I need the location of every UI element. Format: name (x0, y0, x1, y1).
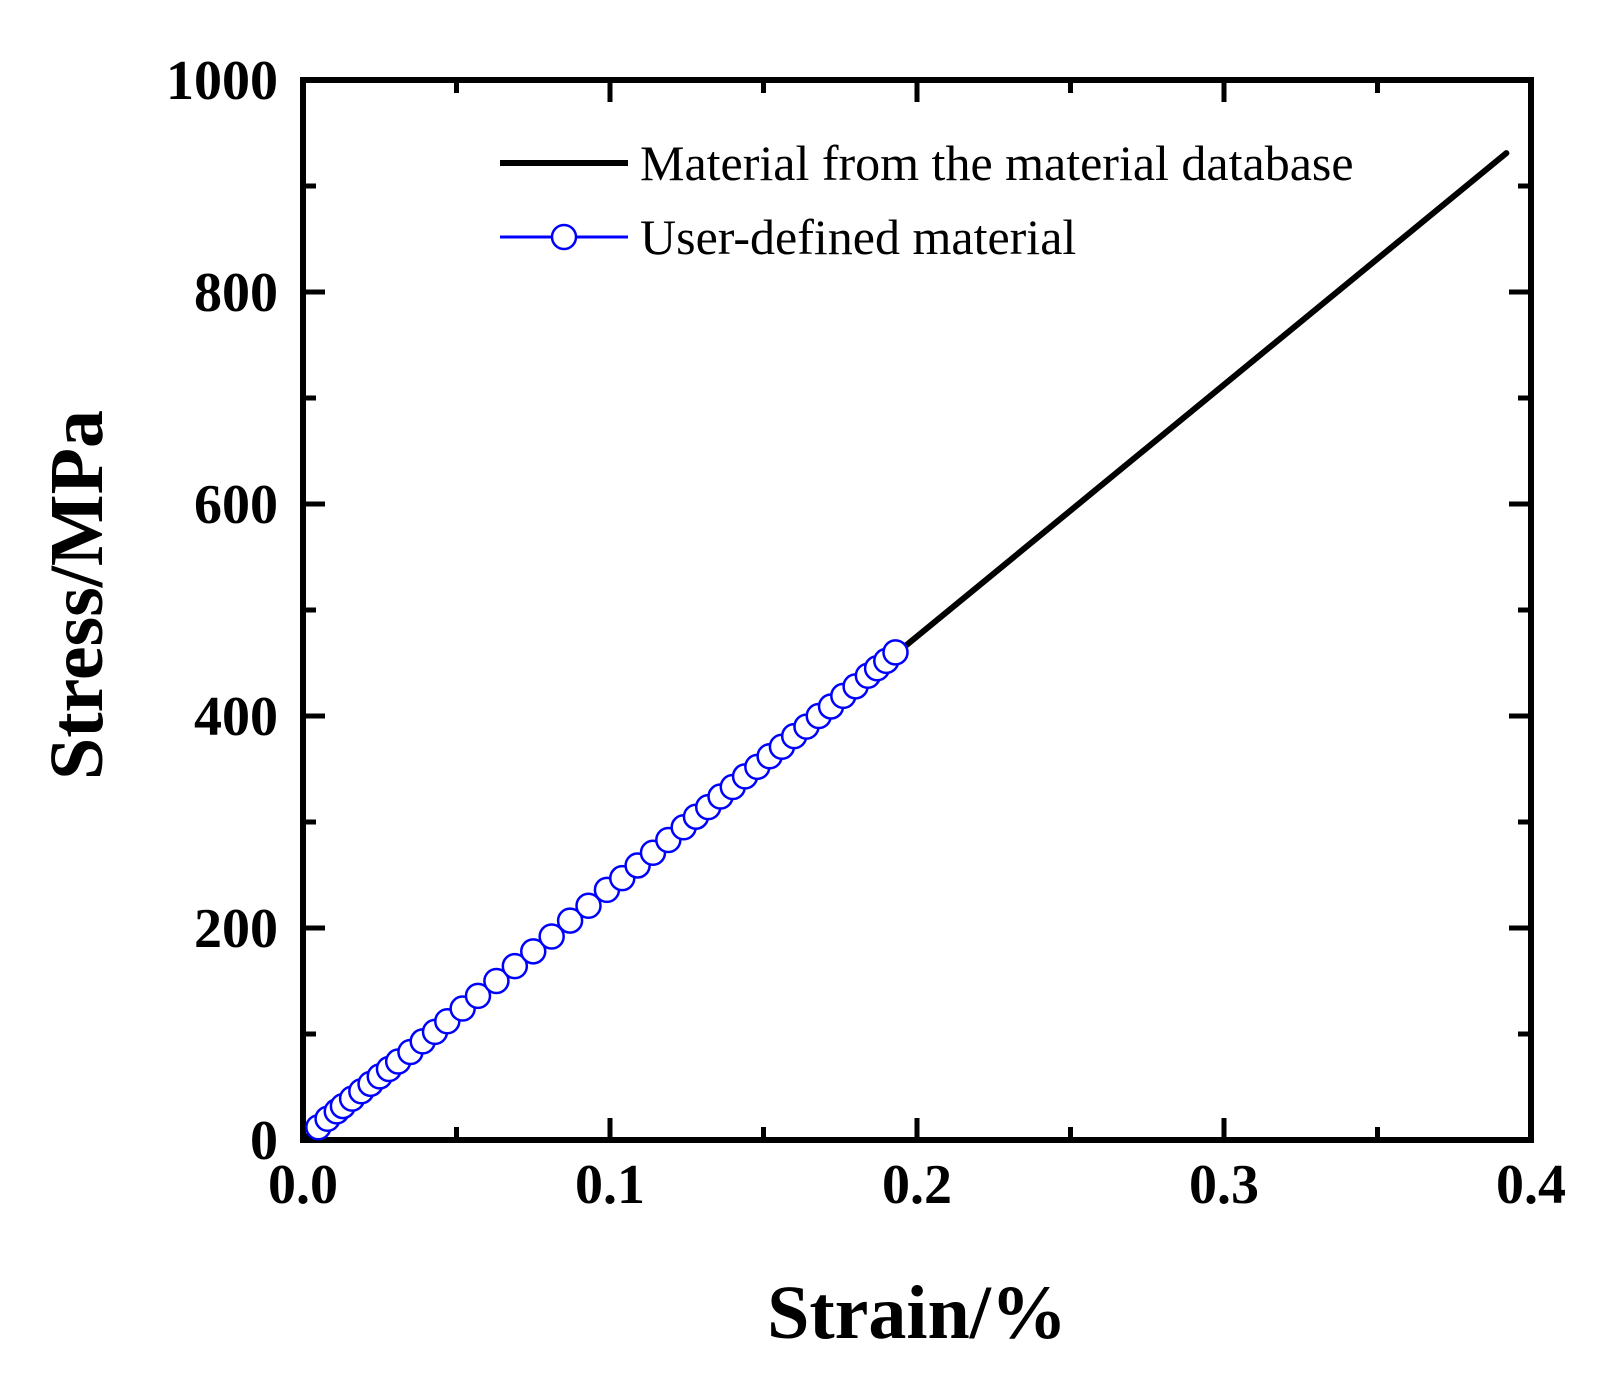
data-point (882, 639, 909, 666)
x-axis-title: Strain/% (767, 1271, 1067, 1355)
data-point (520, 938, 547, 965)
data-point (556, 907, 584, 934)
y-axis-title: Stress/MPa (35, 410, 119, 780)
x-tick-label: 0.1 (575, 1154, 645, 1216)
x-tick-label: 0.3 (1189, 1154, 1259, 1216)
legend: Material from the material database User… (500, 135, 1354, 265)
series-layer (300, 150, 1510, 1143)
legend-marker-user-defined (550, 223, 578, 251)
y-tick-label: 400 (194, 686, 278, 748)
x-tick-label: 0.0 (268, 1154, 338, 1216)
x-tick-label: 0.4 (1496, 1154, 1566, 1216)
axis-ticks (300, 77, 1534, 1143)
data-point (575, 892, 602, 919)
data-point (483, 967, 510, 995)
y-tick-labels: 0 200 400 600 800 1000 (166, 50, 278, 1172)
legend-label-user-defined: User-defined material (640, 209, 1076, 265)
y-tick-label: 600 (194, 474, 278, 536)
y-tick-label: 0 (250, 1110, 278, 1172)
legend-label-database: Material from the material database (640, 135, 1354, 191)
x-tick-label: 0.2 (882, 1154, 952, 1216)
data-point (501, 952, 529, 980)
y-tick-label: 1000 (166, 50, 278, 112)
y-tick-label: 200 (194, 898, 278, 960)
y-tick-label: 800 (194, 262, 278, 324)
x-tick-labels: 0.0 0.1 0.2 0.3 0.4 (268, 1154, 1566, 1216)
data-point (538, 923, 565, 950)
data-point (464, 982, 492, 1010)
